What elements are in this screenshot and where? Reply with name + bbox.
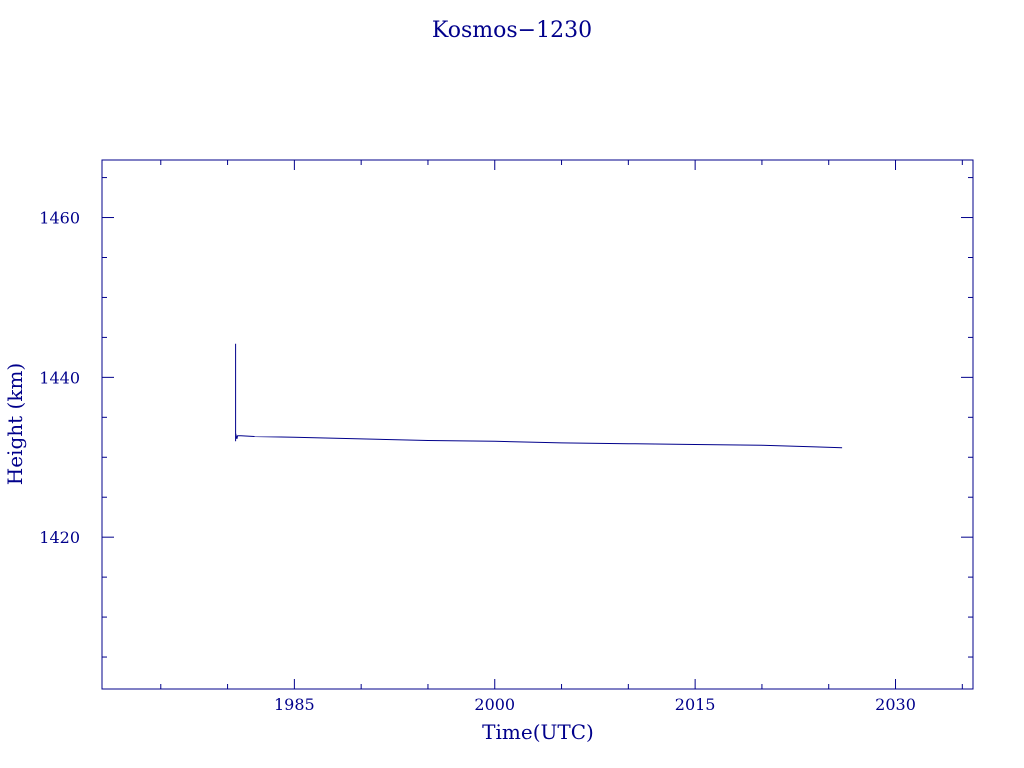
- x-tick-label: 1985: [274, 695, 315, 714]
- tick-labels: 1985 2000 2015 2030 1420 1440 1460: [39, 209, 916, 714]
- x-tick-label: 2015: [675, 695, 716, 714]
- x-tick-label: 2030: [875, 695, 916, 714]
- y-tick-label: 1440: [39, 368, 80, 387]
- y-axis-label: Height (km): [3, 363, 27, 485]
- y-tick-label: 1460: [39, 209, 80, 228]
- series-layer: [235, 343, 843, 449]
- x-axis-label: Time(UTC): [482, 720, 594, 744]
- plot-frame: [101, 159, 974, 690]
- series-line-0: [235, 343, 843, 449]
- y-tick-label: 1420: [39, 528, 80, 547]
- axis-ticks: [102, 160, 973, 689]
- x-tick-label: 2000: [474, 695, 515, 714]
- chart-title: Kosmos−1230: [432, 18, 592, 43]
